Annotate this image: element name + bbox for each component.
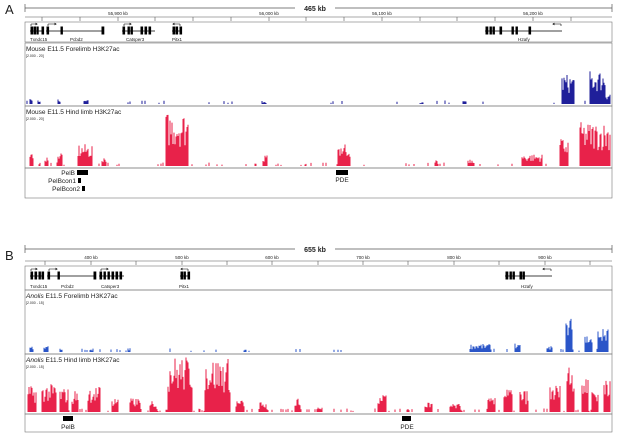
gene-label-pcbd2: Pcbd2 xyxy=(70,37,83,42)
panel-a-tick-label: 56,200 kb xyxy=(523,11,543,16)
panel-b-gene-models xyxy=(30,271,552,280)
panel-a-span-label: 465 kb xyxy=(304,6,326,13)
gene-label-txndc15: Txndc15 xyxy=(30,284,48,289)
track-a2-title: Mouse E11.5 Hind limb H3K27ac xyxy=(26,109,122,116)
gene-label-pitx1: Pitx1 xyxy=(179,284,190,289)
track-a1-range: [2.000 - 20] xyxy=(26,54,44,58)
region-pelbcon1 xyxy=(78,178,81,183)
track-b1-title: Anolis E11.5 Forelimb H3K27ac xyxy=(25,293,118,300)
track-b2-title: Anolis E11.5 Hind limb H3K27ac xyxy=(25,357,120,364)
signal-bars xyxy=(29,114,611,166)
panel-b-letter: B xyxy=(5,248,14,263)
panel-b-regions: PelB PDE xyxy=(61,416,414,431)
region-pelbcon2 xyxy=(82,186,85,191)
panel-a-tick-label: 55,900 kb xyxy=(108,11,128,16)
panel-a-strand-arrows xyxy=(30,22,562,26)
panel-a-tick-label: 56,100 kb xyxy=(372,11,392,16)
track-a1-signal xyxy=(26,71,611,104)
panel-a-tick-label: 56,000 kb xyxy=(259,11,279,16)
panel-b-span-label: 655 kb xyxy=(304,247,326,254)
region-pelb xyxy=(77,170,88,175)
gene-label-h2afy: H2afy xyxy=(518,37,531,42)
region-pde xyxy=(402,416,411,421)
panel-b-strand-arrows xyxy=(30,267,552,271)
track-a2-range: [2.000 - 20] xyxy=(26,117,44,121)
panel-b-tick-label: 400 kb xyxy=(84,255,98,260)
gene-label-pcbd2: Pcbd2 xyxy=(61,284,74,289)
signal-bars xyxy=(26,71,611,104)
panel-b: B 655 kb 400 kb 500 kb 600 kb 700 kb 800… xyxy=(5,245,613,433)
gene-label-txndc15: Txndc15 xyxy=(30,37,48,42)
region-label-pelb: PelB xyxy=(61,170,75,177)
region-pelb xyxy=(63,416,73,421)
region-label-pde: PDE xyxy=(400,424,414,431)
gene-label-catsper3: Catsper3 xyxy=(101,284,120,289)
track-a1-title: Mouse E11.5 Forelimb H3K27ac xyxy=(26,46,120,53)
panel-a-gene-models xyxy=(30,26,562,35)
region-pde xyxy=(336,170,348,175)
gene-label-h2afy: H2afy xyxy=(521,284,534,289)
track-b2-signal xyxy=(27,357,611,412)
signal-bars xyxy=(27,357,611,412)
track-b1-signal xyxy=(29,318,609,352)
gene-label-pitx1: Pitx1 xyxy=(172,37,183,42)
track-b2-range: [2.000 - 15] xyxy=(26,365,44,369)
panel-a: A 465 kb 55,900 kb 56,000 kb 56,100 kb 5… xyxy=(5,2,613,199)
region-label-pelbcon2: PelBcon2 xyxy=(52,186,80,193)
region-label-pelbcon1: PelBcon1 xyxy=(48,178,76,185)
region-label-pelb: PelB xyxy=(61,424,75,431)
track-a2-signal xyxy=(29,114,611,166)
panel-b-tick-label: 900 kb xyxy=(538,255,552,260)
panel-b-tick-label: 600 kb xyxy=(265,255,279,260)
region-label-pde: PDE xyxy=(335,177,349,184)
panel-a-regions: PelB PelBcon1 PelBcon2 PDE xyxy=(48,170,349,193)
panel-b-tick-label: 800 kb xyxy=(447,255,461,260)
gene-label-catsper3: Catsper3 xyxy=(126,37,145,42)
panel-a-letter: A xyxy=(5,2,14,17)
track-b1-range: [2.000 - 15] xyxy=(26,301,44,305)
panel-b-tick-label: 500 kb xyxy=(175,255,189,260)
signal-bars xyxy=(29,318,609,352)
panel-b-tick-label: 700 kb xyxy=(356,255,370,260)
